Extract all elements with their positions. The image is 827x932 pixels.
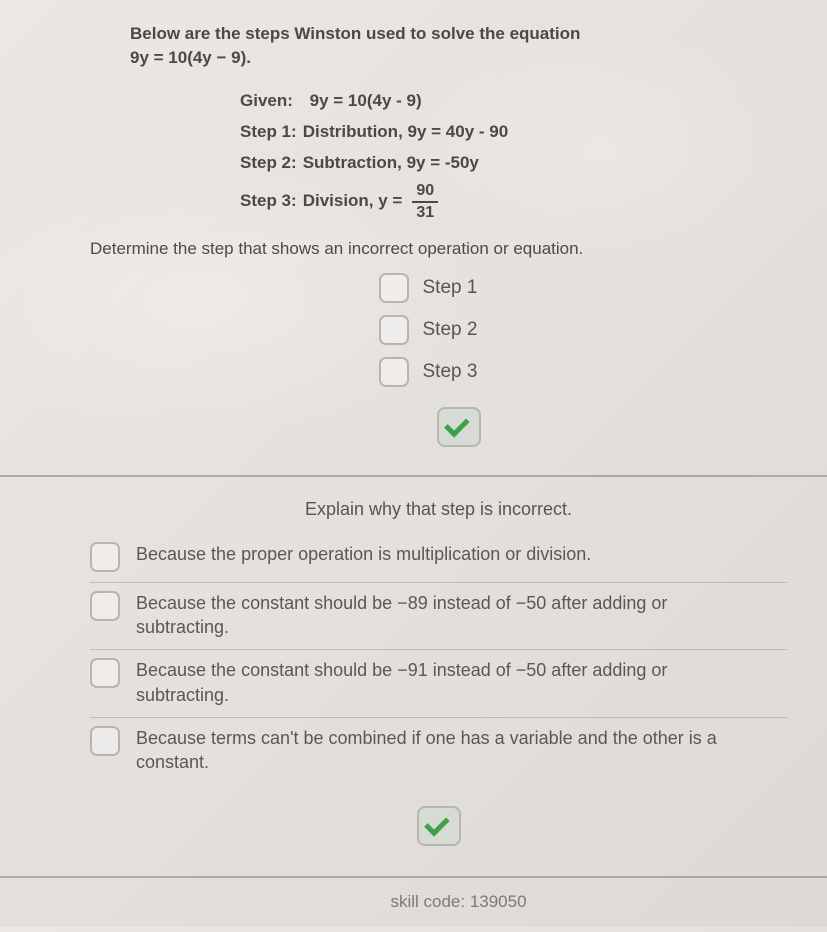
q1-choice-label: Step 3 <box>423 361 478 383</box>
step2-text: Subtraction, 9y = -50y <box>303 152 479 175</box>
question2-text: Explain why that step is incorrect. <box>90 499 787 520</box>
step3-fraction: 90 31 <box>412 183 438 221</box>
fraction-numerator: 90 <box>412 183 438 203</box>
q1-choice-label: Step 1 <box>423 277 478 299</box>
q2-choice-label: Because the constant should be −89 inste… <box>136 591 756 640</box>
problem-intro: Below are the steps Winston used to solv… <box>130 22 787 46</box>
q1-choice-label: Step 2 <box>423 319 478 341</box>
q1-choice-step3[interactable]: Step 3 <box>379 357 539 387</box>
q2-choice-b[interactable]: Because the constant should be −89 inste… <box>90 583 787 651</box>
section-divider <box>0 475 827 477</box>
step1-label: Step 1: <box>240 121 297 144</box>
q2-choice-a[interactable]: Because the proper operation is multipli… <box>90 534 787 583</box>
check-icon <box>444 412 469 437</box>
checkbox-icon[interactable] <box>90 726 120 756</box>
q1-choices: Step 1 Step 2 Step 3 <box>130 273 787 447</box>
problem-equation: 9y = 10(4y − 9). <box>130 48 787 68</box>
skill-value: 139050 <box>470 892 527 911</box>
q2-choice-label: Because terms can't be combined if one h… <box>136 726 756 775</box>
q1-choice-step2[interactable]: Step 2 <box>379 315 539 345</box>
check-icon <box>424 812 449 837</box>
step3-label: Step 3: <box>240 190 297 213</box>
checkbox-icon[interactable] <box>379 273 409 303</box>
checkbox-icon[interactable] <box>90 542 120 572</box>
submit-q2-button[interactable] <box>417 806 461 846</box>
given-eq: 9y = 10(4y - 9) <box>310 90 422 113</box>
question1-text: Determine the step that shows an incorre… <box>90 239 787 259</box>
q2-choice-label: Because the proper operation is multipli… <box>136 542 591 566</box>
skill-code: skill code: 139050 <box>130 892 787 912</box>
section-divider <box>0 876 827 878</box>
q1-choice-step1[interactable]: Step 1 <box>379 273 539 303</box>
checkbox-icon[interactable] <box>90 658 120 688</box>
step3-prefix: Division, y = <box>303 190 403 213</box>
q2-choice-d[interactable]: Because terms can't be combined if one h… <box>90 718 787 785</box>
submit-q1-button[interactable] <box>437 407 481 447</box>
step1-text: Distribution, 9y = 40y - 90 <box>303 121 509 144</box>
checkbox-icon[interactable] <box>90 591 120 621</box>
skill-label: skill code: <box>390 892 465 911</box>
checkbox-icon[interactable] <box>379 357 409 387</box>
fraction-denominator: 31 <box>416 203 434 221</box>
steps-block: Given: 9y = 10(4y - 9) Step 1: Distribut… <box>240 90 787 221</box>
given-label: Given: <box>240 90 293 113</box>
q2-choice-label: Because the constant should be −91 inste… <box>136 658 756 707</box>
q2-choice-c[interactable]: Because the constant should be −91 inste… <box>90 650 787 718</box>
checkbox-icon[interactable] <box>379 315 409 345</box>
step2-label: Step 2: <box>240 152 297 175</box>
